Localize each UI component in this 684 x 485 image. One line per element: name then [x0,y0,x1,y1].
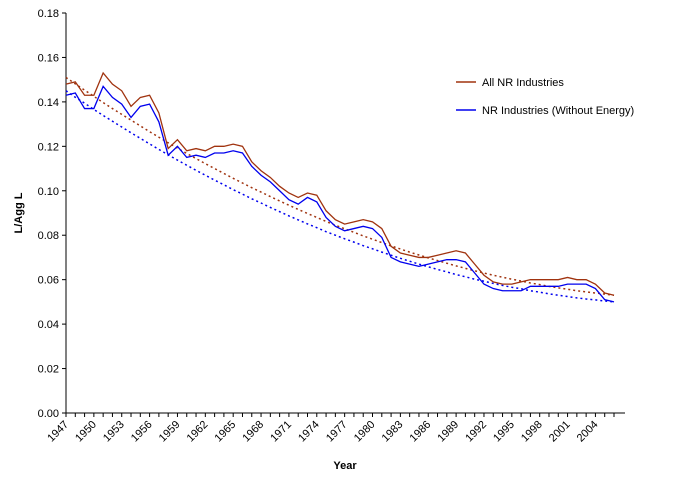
y-tick-label: 0.02 [38,364,59,376]
x-tick-label: 1971 [268,419,294,445]
x-tick-label: 1980 [352,419,378,445]
legend-label: All NR Industries [482,77,564,89]
x-tick-label: 1959 [157,419,183,445]
x-tick-label: 1974 [296,419,322,445]
x-tick-label: 1977 [324,419,350,445]
x-tick-label: 1953 [101,419,127,445]
y-tick-label: 0.12 [38,141,59,153]
y-tick-label: 0.00 [38,408,59,420]
y-tick-label: 0.06 [38,275,59,287]
x-axis-label: Year [333,460,357,472]
series-line [65,85,615,303]
y-tick-label: 0.14 [38,97,59,109]
y-tick-label: 0.08 [38,230,59,242]
x-tick-label: 1995 [491,419,517,445]
y-axis-label: L/Agg L [13,192,25,233]
x-tick-label: 2001 [547,419,573,445]
x-tick-label: 1947 [45,419,71,445]
y-tick-label: 0.04 [38,319,59,331]
y-tick-label: 0.10 [38,186,59,198]
x-tick-label: 1983 [380,419,406,445]
x-tick-label: 2004 [575,419,601,445]
x-tick-label: 1968 [240,419,266,445]
y-tick-label: 0.16 [38,52,59,64]
x-tick-label: 1986 [408,419,434,445]
legend-label: NR Industries (Without Energy) [482,105,634,117]
series-line [65,71,615,296]
x-tick-label: 1998 [519,419,545,445]
y-tick-label: 0.18 [38,8,59,20]
trend-line [65,90,615,303]
x-tick-label: 1989 [435,419,461,445]
x-tick-label: 1962 [185,419,211,445]
x-tick-label: 1965 [213,419,239,445]
x-tick-label: 1950 [73,419,99,445]
x-tick-label: 1992 [463,419,489,445]
x-tick-label: 1956 [129,419,155,445]
